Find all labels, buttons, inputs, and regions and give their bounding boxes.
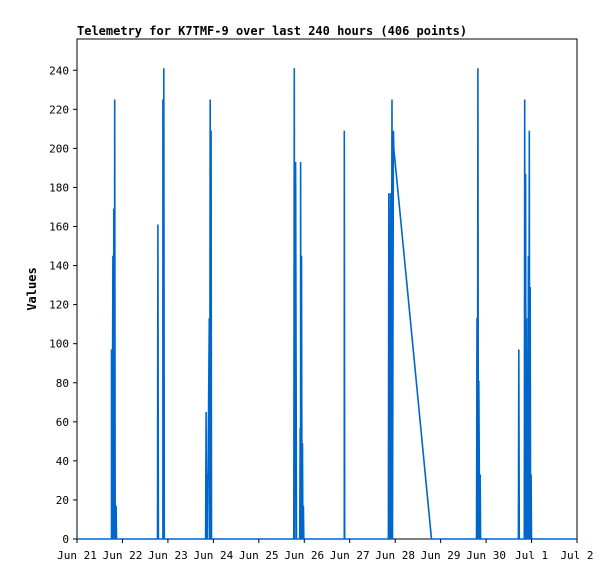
x-tick-label: Jun 23 [148, 549, 188, 562]
y-tick-label: 0 [62, 533, 69, 546]
y-tick-label: 60 [56, 416, 69, 429]
x-tick-label: Jun 26 [284, 549, 324, 562]
y-tick-label: 220 [49, 103, 69, 116]
x-tick-label: Jun 29 [421, 549, 461, 562]
x-tick-label: Jul 1 [515, 549, 548, 562]
x-tick-label: Jun 21 [57, 549, 97, 562]
series-layer [77, 68, 577, 540]
x-tick-label: Jun 27 [330, 549, 370, 562]
chart-title: Telemetry for K7TMF-9 over last 240 hour… [77, 24, 467, 38]
y-tick-label: 120 [49, 299, 69, 312]
y-tick-label: 40 [56, 455, 69, 468]
x-tick-label: Jun 25 [239, 549, 279, 562]
y-tick-label: 80 [56, 377, 69, 390]
y-tick-label: 240 [49, 64, 69, 77]
y-tick-label: 180 [49, 181, 69, 194]
x-tick-label: Jun 22 [103, 549, 143, 562]
x-tick-label: Jun 24 [193, 549, 233, 562]
x-tick-label: Jun 30 [466, 549, 506, 562]
y-tick-label: 200 [49, 142, 69, 155]
x-tick-label: Jul 2 [560, 549, 593, 562]
x-tick-label: Jun 28 [375, 549, 415, 562]
series-line [77, 68, 577, 540]
x-axis-ticks: Jun 21 Jun 22 Jun 23 Jun 24 Jun 25 Jun 26 Jun … [57, 539, 594, 562]
y-tick-label: 20 [56, 494, 69, 507]
y-axis-ticks: 0 20 40 60 80 100 120 140 160 180 200 220 240 [49, 64, 77, 546]
plot-area [76, 38, 578, 540]
y-tick-label: 140 [49, 260, 69, 273]
y-tick-label: 160 [49, 221, 69, 234]
y-axis-label: Values [25, 267, 39, 310]
y-tick-label: 100 [49, 338, 69, 351]
